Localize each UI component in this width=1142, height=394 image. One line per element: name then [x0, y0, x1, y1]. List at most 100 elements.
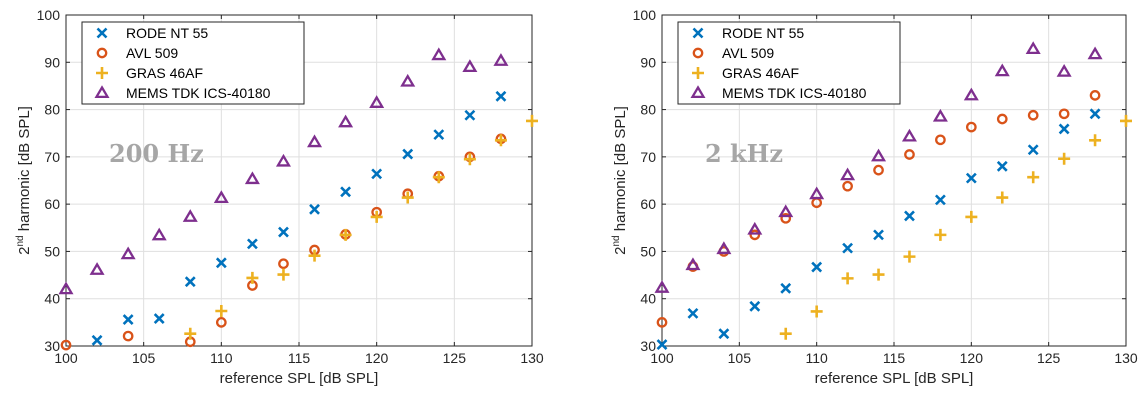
data-point	[215, 317, 227, 328]
data-point	[811, 261, 823, 273]
legend-marker	[96, 67, 108, 79]
x-tick-label: 120	[960, 350, 984, 366]
y-tick-label: 60	[44, 196, 60, 212]
data-point	[307, 134, 323, 148]
data-point	[339, 228, 352, 241]
x-tick-label: 100	[54, 350, 78, 366]
x-tick-label: 120	[365, 350, 389, 366]
data-point	[965, 121, 977, 133]
data-point	[994, 63, 1010, 77]
data-point	[58, 281, 74, 295]
x-tick-label: 105	[132, 350, 156, 366]
data-point	[433, 129, 445, 141]
chart-panel-2: 100 105 110 115 120 125 130 30 40 50 60 70 80 90 100 re…	[611, 7, 1138, 387]
data-point	[810, 305, 823, 318]
data-point	[308, 249, 321, 262]
data-point	[1058, 123, 1070, 135]
data-point	[934, 228, 947, 241]
y-tick-label: 50	[640, 243, 656, 259]
frequency-annotation: 2 kHz	[705, 139, 783, 168]
data-point	[778, 204, 794, 218]
data-point	[965, 210, 978, 223]
data-point	[495, 90, 507, 102]
data-point	[369, 95, 385, 108]
data-point	[841, 272, 854, 285]
legend-marker	[692, 27, 704, 39]
data-point	[401, 191, 414, 204]
data-point	[340, 186, 352, 198]
legend: RODE NT 55 AVL 509 GRAS 46AF MEMS TDK ICS-4…	[677, 21, 901, 105]
data-point	[526, 114, 538, 127]
data-point	[1058, 108, 1070, 120]
chart-panel-1: 100 105 110 115 120 125 130 30 40 50 60 70 80 90 100 re…	[15, 7, 544, 387]
data-point	[153, 313, 165, 324]
legend-marker	[96, 27, 108, 39]
data-point	[873, 164, 884, 176]
data-point	[904, 149, 915, 160]
data-point	[996, 160, 1008, 172]
data-point	[749, 229, 761, 241]
data-point	[842, 180, 853, 192]
y-axis-label: 2nd harmonic [dB SPL]	[15, 106, 33, 255]
data-point	[934, 194, 946, 206]
data-point	[60, 339, 72, 351]
data-point	[654, 280, 670, 293]
data-point	[213, 190, 229, 203]
series-mems-tdk-ics-40180	[654, 41, 1103, 293]
data-point	[244, 171, 260, 185]
data-point	[904, 210, 915, 222]
legend-box	[677, 21, 901, 105]
frequency-annotation: 200 Hz	[109, 139, 204, 168]
data-point	[151, 227, 167, 241]
y-tick-label: 80	[640, 102, 656, 118]
x-tick-label: 115	[883, 350, 906, 366]
data-point	[493, 53, 509, 66]
data-point	[780, 212, 792, 224]
series-gras-46af	[779, 114, 1132, 340]
y-tick-label: 100	[37, 7, 61, 23]
legend: RODE NT 55 AVL 509 GRAS 46AF MEMS TDK ICS-4…	[81, 21, 305, 105]
series-rode-nt-55	[656, 108, 1101, 351]
data-point	[277, 268, 290, 281]
legend-label: GRAS 46AF	[126, 65, 203, 81]
data-point	[246, 271, 259, 284]
data-point	[278, 258, 289, 270]
legend-marker	[94, 85, 110, 98]
x-tick-label: 115	[288, 350, 311, 366]
data-point	[182, 209, 198, 222]
data-point	[1089, 108, 1101, 120]
y-tick-label: 90	[44, 54, 60, 70]
data-point	[932, 108, 948, 122]
data-point	[1027, 171, 1040, 184]
data-point	[1089, 134, 1102, 147]
data-point	[402, 148, 414, 160]
y-tick-label: 50	[44, 243, 60, 259]
y-tick-label: 70	[640, 149, 656, 165]
data-point	[935, 134, 946, 146]
x-tick-label: 125	[1037, 350, 1061, 366]
data-point	[996, 113, 1008, 125]
data-point	[809, 186, 825, 200]
data-point	[246, 238, 258, 250]
data-point	[1025, 41, 1041, 55]
series-mems-tdk-ics-40180	[58, 47, 509, 295]
data-point	[431, 47, 447, 61]
data-point	[903, 250, 916, 263]
legend-marker	[692, 47, 704, 59]
y-axis-label: 2nd harmonic [dB SPL]	[611, 106, 629, 255]
x-axis-label: reference SPL [dB SPL]	[815, 370, 974, 387]
y-tick-label: 40	[640, 291, 656, 307]
data-point	[184, 327, 197, 340]
data-point	[872, 268, 885, 281]
data-point	[122, 314, 134, 325]
legend-label: RODE NT 55	[126, 25, 208, 41]
data-point	[184, 276, 196, 288]
data-point	[338, 114, 354, 128]
legend-marker	[96, 47, 108, 59]
data-point	[779, 327, 792, 340]
data-point	[871, 148, 887, 162]
data-point	[1027, 144, 1039, 156]
y-tick-label: 60	[640, 196, 656, 212]
